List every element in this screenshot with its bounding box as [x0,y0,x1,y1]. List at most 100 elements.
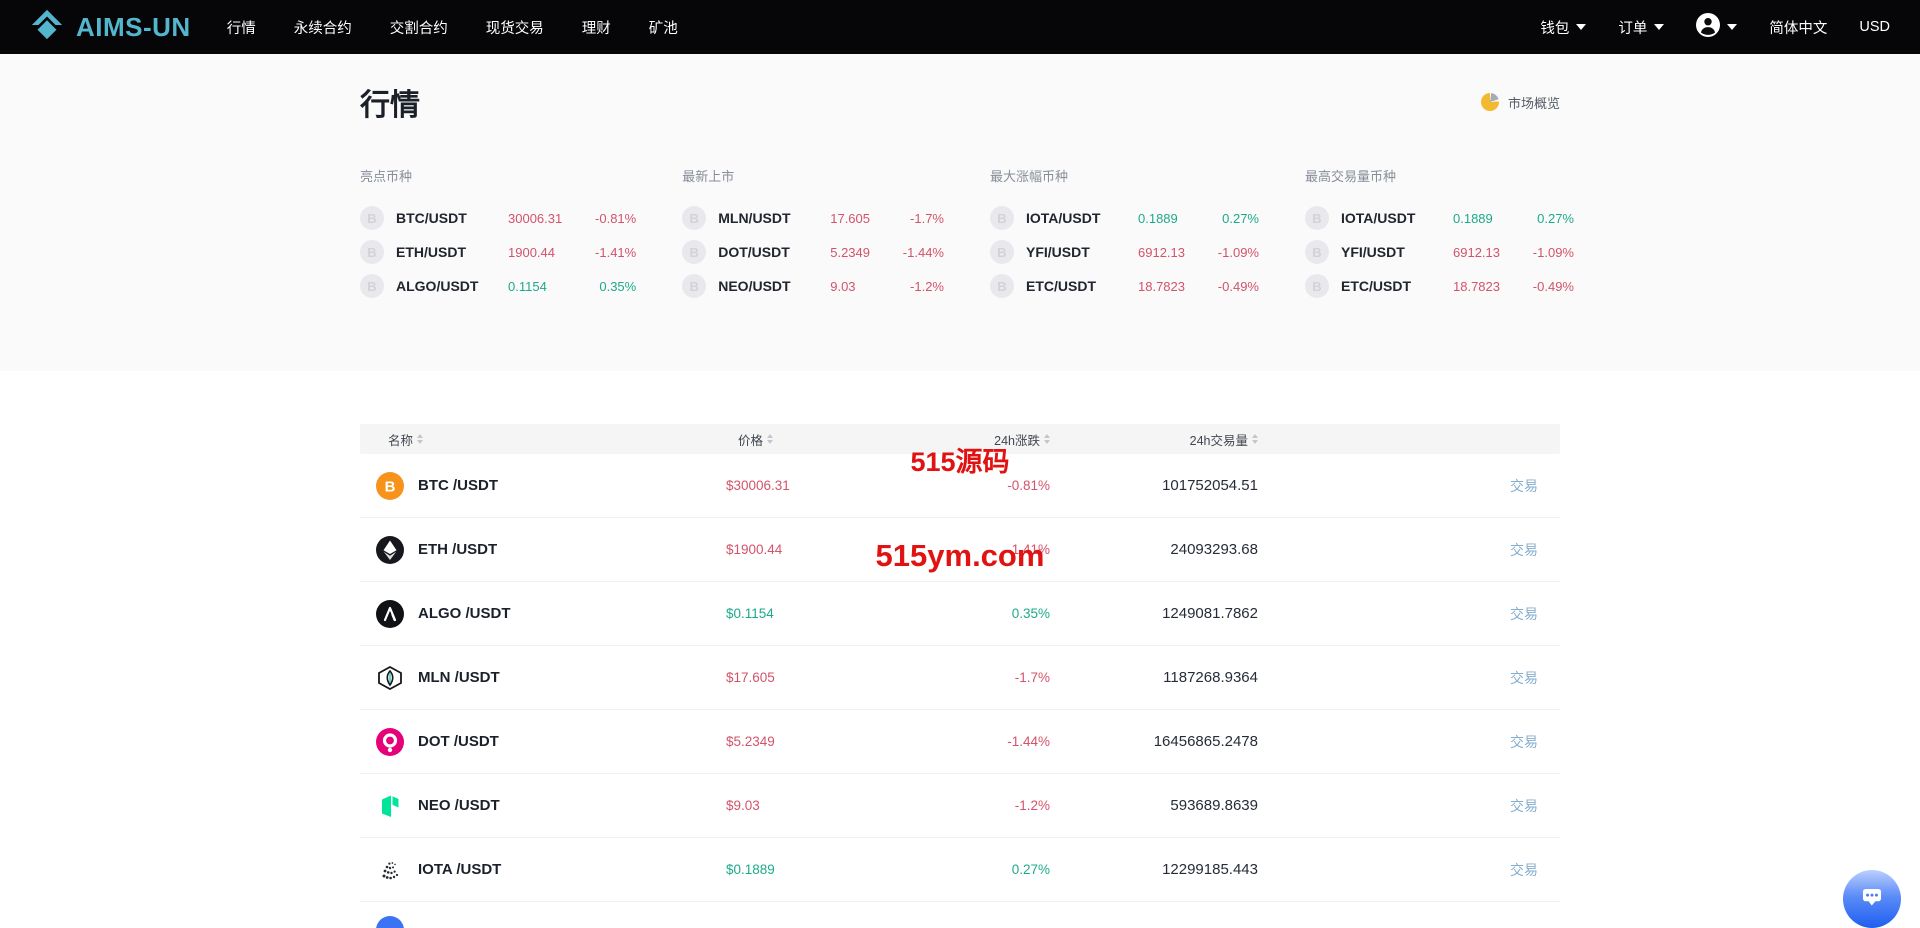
price-cell: $30006.31 [726,478,790,493]
chevron-down-icon [1727,24,1738,30]
table-row-algo[interactable]: ALGO /USDT $0.1154 0.35% 1249081.7862 交易 [360,582,1560,646]
brand-name: AIMS-UN [76,11,191,42]
panel-row[interactable]: B ETH/USDT 1900.44 -1.41% [360,235,636,269]
wallet-label: 钱包 [1540,20,1570,37]
volume-cell: 24093293.68 [1170,541,1258,558]
language-switch[interactable]: 简体中文 [1769,20,1828,37]
orders-dropdown[interactable]: 订单 [1618,17,1665,38]
panel-row[interactable]: B IOTA/USDT 0.1889 0.27% [990,201,1259,235]
brand-logo[interactable]: AIMS-UN [30,8,191,47]
panel-row[interactable]: B NEO/USDT 9.03 -1.2% [682,269,944,303]
pair-change: -1.7% [910,210,944,226]
coin-placeholder-icon: B [682,206,707,230]
panel-row[interactable]: B DOT/USDT 5.2349 -1.44% [682,235,944,269]
table-row-eth[interactable]: ETH /USDT $1900.44 -1.41% 24093293.68 交易 [360,518,1560,582]
panel-row[interactable]: B BTC/USDT 30006.31 -0.81% [360,201,636,235]
pair-label: IOTA/USDT [1026,210,1101,226]
panel-row[interactable]: B YFI/USDT 6912.13 -1.09% [990,235,1259,269]
panel-row[interactable]: B YFI/USDT 6912.13 -1.09% [1305,235,1574,269]
change-cell: -1.7% [1014,670,1050,685]
trade-link[interactable]: 交易 [1510,669,1538,686]
sort-icon[interactable] [1044,434,1050,444]
pair-label: IOTA/USDT [1341,210,1416,226]
panel-row[interactable]: B MLN/USDT 17.605 -1.7% [682,201,944,235]
header-name[interactable]: 名称 [360,430,720,449]
navbar-right: 钱包 订单 简体中文 USD [1540,13,1890,41]
table-row-dot[interactable]: DOT /USDT $5.2349 -1.44% 16456865.2478 交… [360,710,1560,774]
nav-item-finance[interactable]: 理财 [581,20,611,37]
user-avatar-icon [1696,13,1721,41]
currency-switch[interactable]: USD [1859,19,1890,35]
volume-cell: 1187268.9364 [1163,669,1258,686]
panel-row[interactable]: B ETC/USDT 18.7823 -0.49% [990,269,1259,303]
pair-price: 9.03 [830,278,856,294]
nav-item-delivery[interactable]: 交割合约 [389,20,448,37]
pair-price: 0.1889 [1453,210,1493,226]
volume-cell: 12299185.443 [1162,861,1258,878]
partial-coin-icon [376,916,404,928]
trade-link[interactable]: 交易 [1510,477,1538,494]
table-row-iota[interactable]: IOTA /USDT $0.1889 0.27% 12299185.443 交易 [360,838,1560,902]
pair-name: ETH /USDT [418,541,498,558]
sort-icon[interactable] [767,434,774,444]
panel-row[interactable]: B ALGO/USDT 0.1154 0.35% [360,269,636,303]
panel-row[interactable]: B IOTA/USDT 0.1889 0.27% [1305,201,1574,235]
header-change[interactable]: 24h涨跌 [860,430,1050,449]
main-menu: 行情 永续合约 交割合约 现货交易 理财 矿池 [227,17,678,38]
trade-link[interactable]: 交易 [1510,797,1538,814]
market-overview-button[interactable]: 市场概览 [1480,93,1560,112]
panel-title: 最大涨幅币种 [990,169,1069,184]
change-cell: 0.27% [1011,862,1050,877]
pair-price: 18.7823 [1453,278,1500,294]
trade-link[interactable]: 交易 [1510,605,1538,622]
pair-label: DOT/USDT [718,244,790,260]
pie-chart-icon [1480,93,1499,111]
volume-cell: 1249081.7862 [1162,605,1258,622]
coin-placeholder-icon: B [682,240,707,264]
market-overview-label: 市场概览 [1507,95,1560,111]
trade-link[interactable]: 交易 [1510,541,1538,558]
chevron-down-icon [1654,24,1665,30]
header-price-label: 价格 [738,433,764,448]
btc-coin-icon: B [376,471,404,500]
account-dropdown[interactable] [1696,13,1738,41]
panel-highlight-coins: 亮点币种 B BTC/USDT 30006.31 -0.81% B ETH/US… [360,166,636,303]
orders-label: 订单 [1618,20,1648,37]
coin-placeholder-icon: B [1305,274,1329,298]
market-table: 名称 价格 24h涨跌 24h交易量 [360,424,1560,928]
coin-placeholder-icon: B [990,240,1014,264]
coin-placeholder-icon: B [990,274,1014,298]
pair-label: ETC/USDT [1341,278,1411,294]
highlight-panels: 亮点币种 B BTC/USDT 30006.31 -0.81% B ETH/US… [360,166,1574,303]
coin-placeholder-icon: B [682,274,707,298]
sort-icon[interactable] [1252,434,1258,444]
panel-row[interactable]: B ETC/USDT 18.7823 -0.49% [1305,269,1574,303]
pair-change: -1.44% [902,244,944,260]
table-row-neo[interactable]: NEO /USDT $9.03 -1.2% 593689.8639 交易 [360,774,1560,838]
chat-bubble-icon [1856,881,1888,918]
trade-link[interactable]: 交易 [1510,861,1538,878]
nav-item-pool[interactable]: 矿池 [648,20,678,37]
volume-cell: 101752054.51 [1162,477,1258,494]
volume-cell: 16456865.2478 [1153,733,1258,750]
wallet-dropdown[interactable]: 钱包 [1540,17,1587,38]
panel-top-gainers: 最大涨幅币种 B IOTA/USDT 0.1889 0.27% B YFI/US… [990,166,1259,303]
trade-link[interactable]: 交易 [1510,733,1538,750]
header-volume[interactable]: 24h交易量 [1050,430,1258,449]
nav-item-perpetual[interactable]: 永续合约 [293,20,352,37]
sort-icon[interactable] [417,434,424,444]
pair-name: MLN /USDT [418,669,500,686]
nav-item-markets[interactable]: 行情 [226,20,256,37]
pair-price: 6912.13 [1453,244,1500,260]
nav-item-spot[interactable]: 现货交易 [485,20,544,37]
table-row-btc[interactable]: B BTC /USDT $30006.31 -0.81% 101752054.5… [360,454,1560,518]
price-cell: $9.03 [726,798,760,813]
chat-widget-button[interactable] [1843,870,1901,928]
panel-title: 最新上市 [682,169,735,184]
table-row-mln[interactable]: MLN /USDT $17.605 -1.7% 1187268.9364 交易 [360,646,1560,710]
header-price[interactable]: 价格 [720,430,860,449]
pair-price: 17.605 [830,210,870,226]
table-row-partial[interactable] [360,916,1560,928]
market-table-section: 515源码 515ym.com 名称 价格 24h涨跌 24h交易量 [0,424,1920,928]
pair-label: BTC/USDT [396,210,467,226]
